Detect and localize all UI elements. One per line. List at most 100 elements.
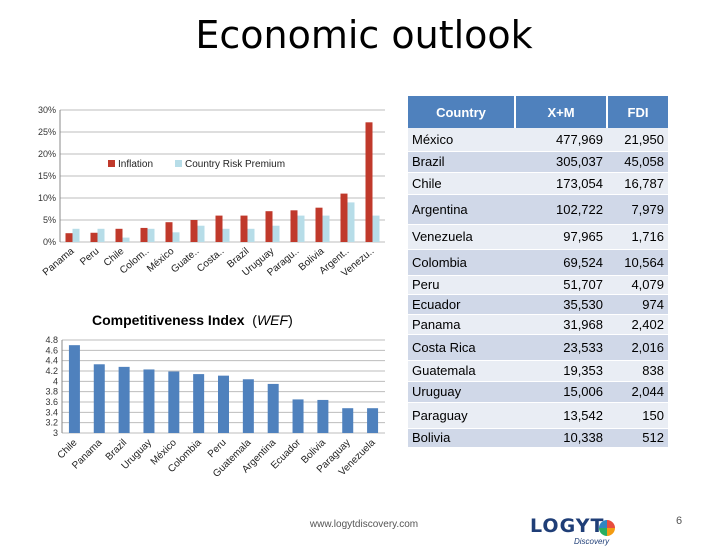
cell-xm: 23,533 — [515, 334, 607, 361]
competitiveness-bar — [292, 399, 304, 433]
cell-country: Brazil — [408, 151, 515, 173]
risk-premium-bar — [222, 228, 230, 242]
cell-xm: 51,707 — [515, 275, 607, 295]
y-tick-label: 30% — [38, 105, 56, 115]
table-row: Costa Rica 23,533 2,016 — [408, 334, 668, 361]
competitiveness-bar — [218, 375, 229, 433]
logyt-logo: LOGYT Discovery — [530, 515, 620, 546]
header-country: Country — [408, 96, 516, 128]
inflation-bar — [290, 210, 298, 242]
cell-country: Bolivia — [408, 428, 515, 448]
y-tick-label: 4.8 — [45, 335, 58, 345]
logo-text: LOGYT — [530, 515, 605, 537]
y-tick-label: 3.4 — [45, 407, 58, 417]
inflation-bar — [190, 220, 198, 242]
header-fdi: FDI — [607, 96, 668, 128]
competitiveness-bar — [118, 366, 130, 433]
competitiveness-title-text: Competitiveness Index — [92, 312, 245, 328]
competitiveness-title: Competitiveness Index (WEF) — [92, 312, 293, 328]
risk-premium-bar — [97, 228, 105, 242]
legend-label: Country Risk Premium — [185, 159, 285, 170]
risk-premium-bar — [297, 215, 305, 242]
cell-country: Paraguay — [408, 402, 515, 429]
logo-subtext: Discovery — [574, 537, 610, 546]
table-row: Guatemala 19,353 838 — [408, 360, 668, 382]
cell-xm: 35,530 — [515, 294, 607, 315]
y-tick-label: 20% — [38, 149, 56, 159]
inflation-bar — [315, 207, 323, 242]
trade-fdi-table: Country X+M FDI México 477,969 21,950 Brazi… — [408, 96, 668, 448]
cell-fdi: 2,016 — [607, 334, 668, 361]
risk-premium-bar — [272, 225, 280, 242]
risk-premium-bar — [72, 228, 80, 242]
risk-premium-bar — [347, 202, 355, 242]
table-row: Argentina 102,722 7,979 — [408, 194, 668, 225]
cell-country: Colombia — [408, 249, 515, 276]
table-row: Ecuador 35,530 974 — [408, 294, 668, 315]
cell-xm: 15,006 — [515, 381, 607, 403]
cell-country: Peru — [408, 275, 515, 295]
competitiveness-bar — [68, 345, 80, 433]
competitiveness-bar — [267, 383, 279, 433]
risk-premium-bar — [122, 237, 130, 242]
risk-premium-bar — [322, 215, 330, 242]
y-tick-label: 3.2 — [45, 418, 58, 428]
competitiveness-bar — [367, 408, 379, 433]
cell-country: Guatemala — [408, 360, 515, 382]
cell-fdi: 10,564 — [607, 249, 668, 276]
y-tick-label: 4.4 — [45, 356, 58, 366]
y-tick-label: 10% — [38, 193, 56, 203]
cell-fdi: 512 — [607, 428, 668, 448]
competitiveness-bar — [93, 364, 105, 433]
page-number: 6 — [676, 515, 683, 527]
competitiveness-bar — [242, 379, 254, 433]
cell-xm: 69,524 — [515, 249, 607, 276]
cell-xm: 477,969 — [515, 128, 607, 152]
cell-country: Ecuador — [408, 294, 515, 315]
cell-fdi: 150 — [607, 402, 668, 429]
cell-fdi: 45,058 — [607, 151, 668, 173]
inflation-bar — [165, 222, 173, 242]
competitiveness-bar — [168, 371, 180, 433]
inflation-bar — [65, 233, 73, 242]
header-xm: X+M — [515, 96, 608, 128]
cell-fdi: 974 — [607, 294, 668, 315]
y-tick-label: 3 — [53, 428, 58, 438]
table-row: Brazil 305,037 45,058 — [408, 151, 668, 173]
inflation-bar — [215, 215, 223, 242]
competitiveness-bar — [317, 399, 329, 433]
table-row: Colombia 69,524 10,564 — [408, 249, 668, 276]
x-tick-label: Peru — [78, 246, 101, 268]
x-tick-label: Guate.. — [169, 246, 201, 276]
inflation-bar — [240, 215, 248, 242]
table-row: Bolivia 10,338 512 — [408, 428, 668, 448]
table-row: Paraguay 13,542 150 — [408, 402, 668, 429]
inflation-bar — [115, 228, 123, 242]
inflation-bar — [365, 122, 373, 242]
table-header-row: Country X+M FDI — [408, 96, 668, 128]
cell-fdi: 21,950 — [607, 128, 668, 152]
inflation-bar — [340, 193, 348, 242]
cell-country: Chile — [408, 172, 515, 195]
cell-xm: 10,338 — [515, 428, 607, 448]
logo-globe-icon — [599, 520, 615, 536]
cell-fdi: 2,044 — [607, 381, 668, 403]
cell-country: Venezuela — [408, 224, 515, 250]
table-row: Venezuela 97,965 1,716 — [408, 224, 668, 250]
y-tick-label: 4.6 — [45, 345, 58, 355]
y-tick-label: 4 — [53, 376, 58, 386]
cell-country: México — [408, 128, 515, 152]
table-row: Chile 173,054 16,787 — [408, 172, 668, 195]
risk-premium-bar — [147, 228, 155, 242]
cell-country: Costa Rica — [408, 334, 515, 361]
y-tick-label: 3.8 — [45, 387, 58, 397]
table-row: Peru 51,707 4,079 — [408, 275, 668, 295]
risk-premium-bar — [197, 225, 205, 242]
cell-country: Argentina — [408, 194, 515, 225]
x-tick-label: Costa.. — [195, 246, 226, 275]
y-tick-label: 0% — [43, 237, 56, 247]
y-tick-label: 15% — [38, 171, 56, 181]
competitiveness-bar — [193, 374, 205, 433]
competitiveness-source: WEF — [256, 312, 289, 328]
